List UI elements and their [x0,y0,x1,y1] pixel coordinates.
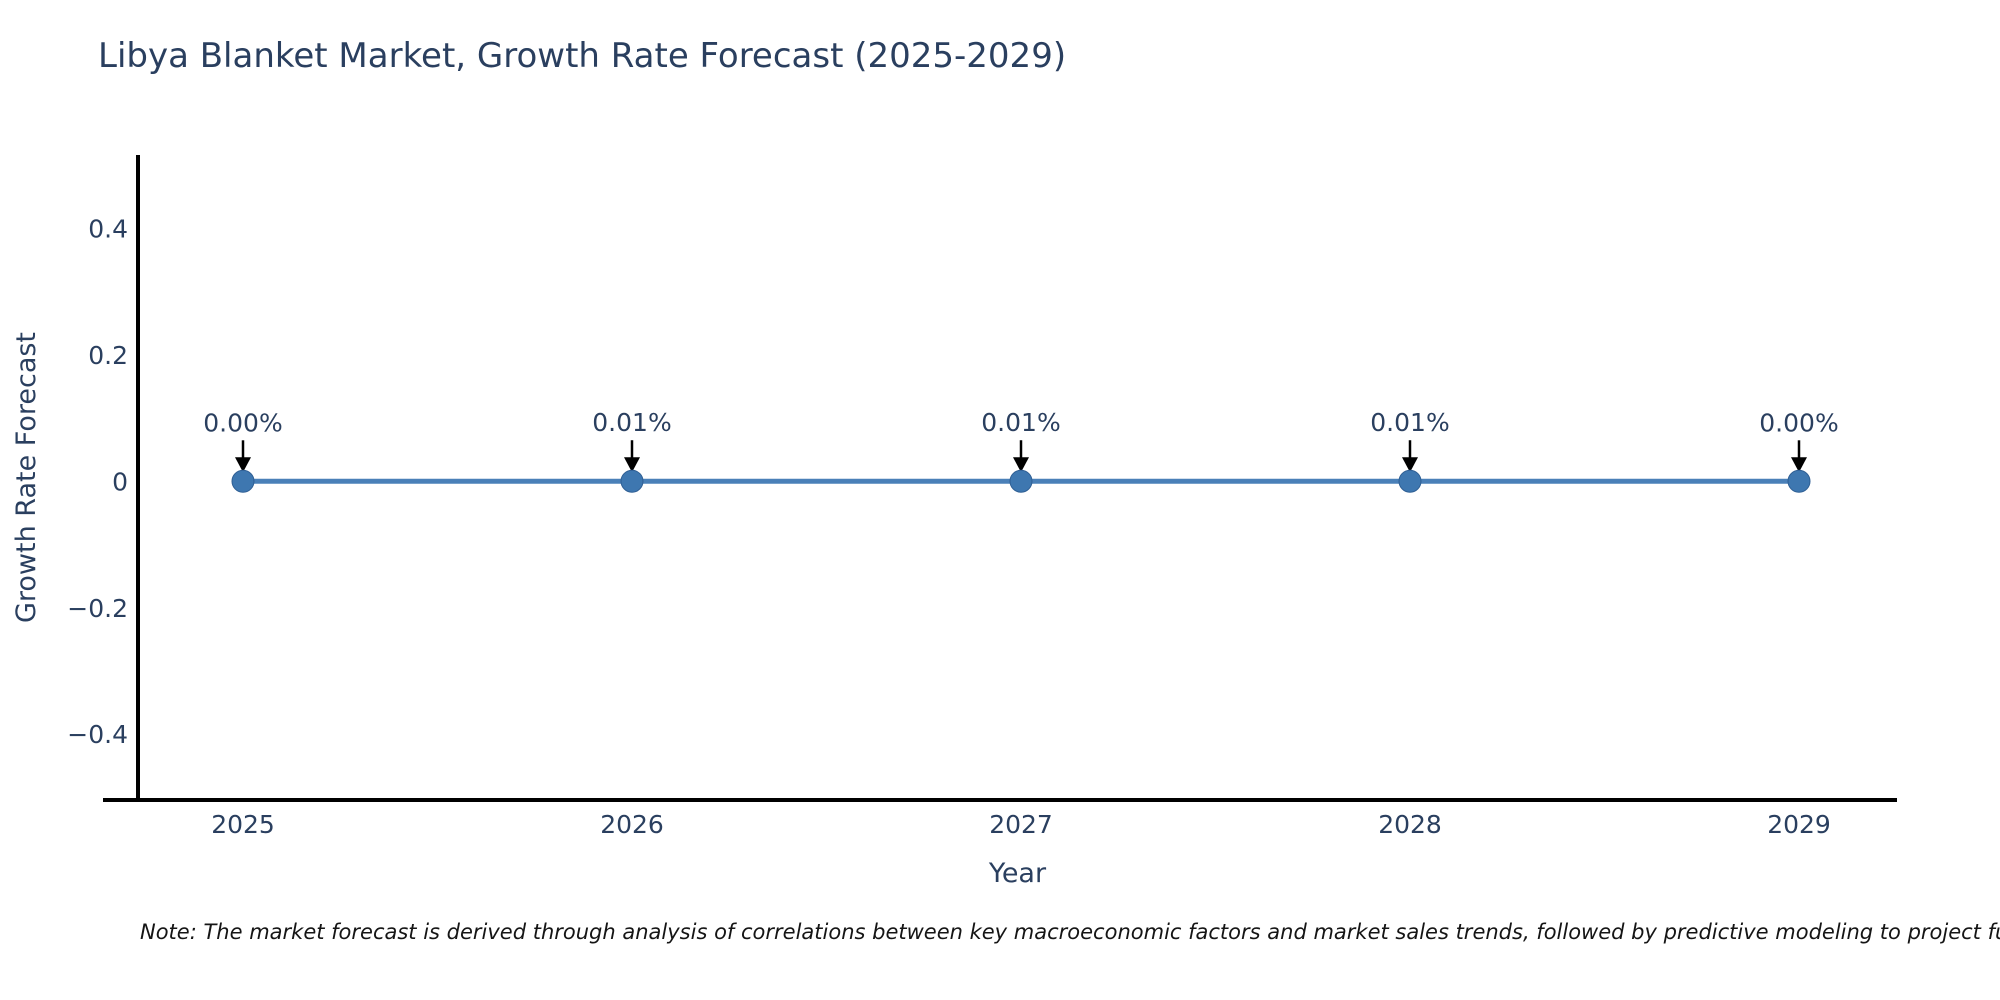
annotation-arrow-head [1791,457,1807,473]
y-tick-label: 0.4 [88,214,128,243]
x-tick-label: 2027 [989,810,1053,839]
annotation-arrow-head [235,457,251,473]
data-point [1787,469,1811,493]
data-point [231,469,255,493]
data-point-label: 0.00% [1759,408,1838,437]
y-tick-label: −0.2 [67,594,128,623]
y-tick-label: −0.4 [67,720,128,749]
annotation-arrow-head [1402,457,1418,473]
data-point-label: 0.01% [981,408,1060,437]
x-tick-label: 2029 [1767,810,1831,839]
annotation-arrow-head [624,457,640,473]
y-axis-label: Growth Rate Forecast [11,331,43,624]
x-axis-spine [103,798,1897,802]
data-point-label: 0.01% [1370,408,1449,437]
x-tick-label: 2025 [211,810,275,839]
data-point-label: 0.01% [592,408,671,437]
x-axis-label: Year [988,858,1047,889]
x-tick-label: 2026 [600,810,664,839]
chart-title: Libya Blanket Market, Growth Rate Foreca… [98,36,1067,76]
y-tick-label: 0 [112,467,128,496]
data-point-label: 0.00% [203,408,282,437]
y-tick-label: 0.2 [88,341,128,370]
data-point [1009,469,1033,493]
y-axis-spine [136,155,140,802]
data-point [620,469,644,493]
y-axis-label-container: Growth Rate Forecast [0,155,54,800]
data-point [1398,469,1422,493]
x-tick-label: 2028 [1378,810,1442,839]
footnote: Note: The market forecast is derived thr… [140,920,2000,944]
annotation-arrow-head [1013,457,1029,473]
plot-area: 0.4 0.2 0 −0.2 −0.4 2025 2026 2027 2028 2029 0.00%… [67,155,1897,839]
